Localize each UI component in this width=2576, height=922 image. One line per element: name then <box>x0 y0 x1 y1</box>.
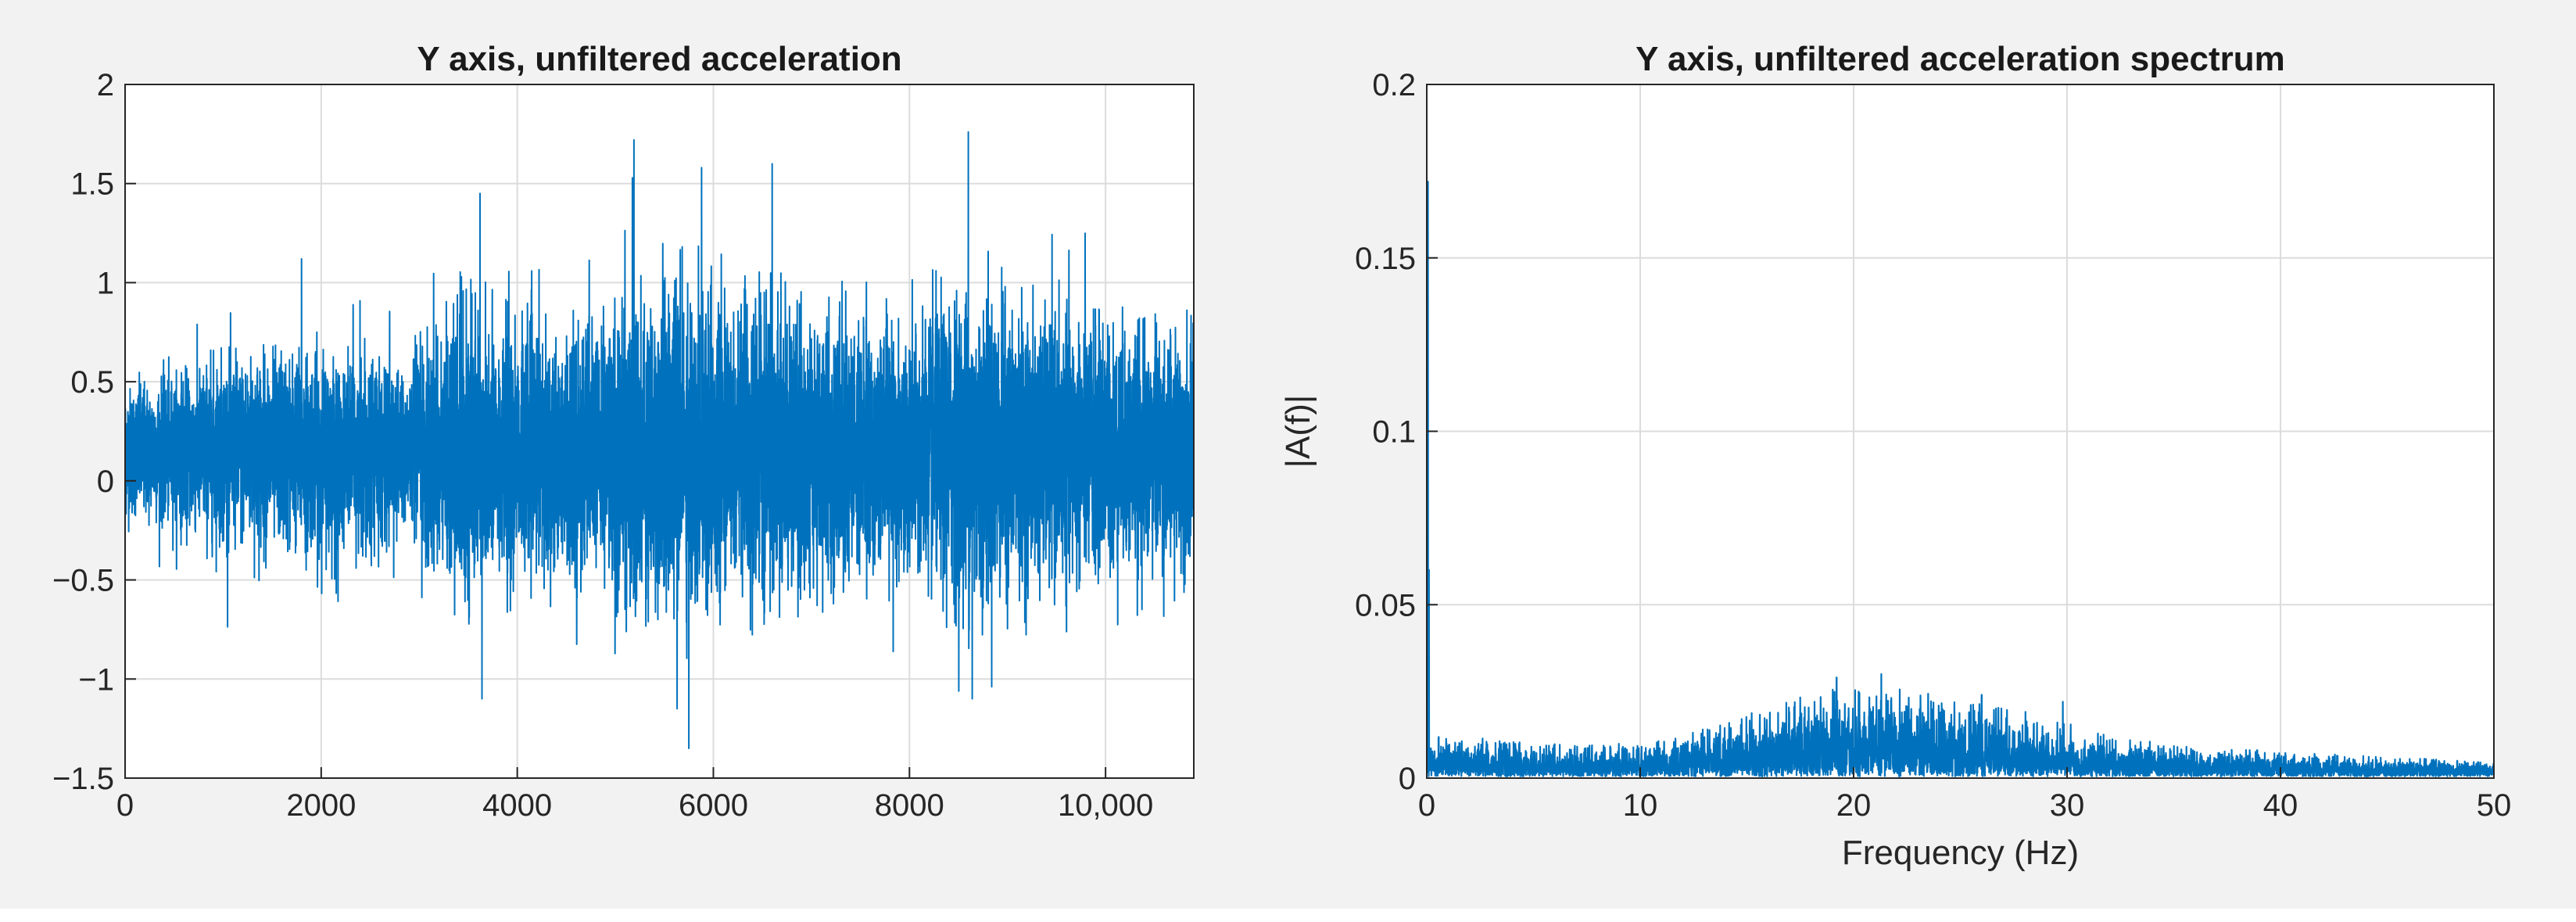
y-tick-label: 0.15 <box>1355 242 1416 276</box>
x-tick-label: 10 <box>1623 788 1658 823</box>
y-tick-label: 1.5 <box>70 167 114 202</box>
y-tick-label: 0 <box>1399 762 1416 796</box>
chart-title: Y axis, unfiltered acceleration spectrum <box>1636 40 2285 78</box>
time-domain-panel: 0 2000 4000 6000 8000 10,000 −1.5 −1 −0.5 0 0.5 1 1.… <box>52 40 1195 823</box>
series-line <box>1427 181 2494 777</box>
x-tick-label: 30 <box>2050 788 2085 823</box>
y-tick-label: −0.5 <box>52 564 114 598</box>
x-tick-label: 40 <box>2263 788 2298 823</box>
x-tick-label: 50 <box>2477 788 2512 823</box>
x-tick-label: 0 <box>1418 788 1435 823</box>
x-tick-label: 10,000 <box>1058 788 1153 823</box>
spectrum-panel: 0 10 20 30 40 50 0 0.05 0.1 0.15 0.2 Y axis, unfil… <box>1279 40 2511 872</box>
y-tick-label: −1.5 <box>52 762 114 796</box>
x-tick-label: 6000 <box>679 788 748 823</box>
y-tick-label: 0.5 <box>70 365 114 400</box>
y-axis-label: |A(f)| <box>1279 395 1317 468</box>
axes-frame <box>1426 84 2495 779</box>
tick-labels: 0 2000 4000 6000 8000 10,000 −1.5 −1 −0.5 0 0.5 1 1.… <box>52 68 1153 823</box>
y-tick-label: 0 <box>97 465 114 499</box>
x-tick-label: 2000 <box>286 788 356 823</box>
y-tick-label: 2 <box>97 68 114 102</box>
y-tick-label: 1 <box>97 266 114 300</box>
y-tick-label: 0.1 <box>1372 415 1416 450</box>
y-tick-label: −1 <box>78 662 114 697</box>
plot-area <box>1427 181 2494 777</box>
series-line <box>125 131 1194 749</box>
x-tick-label: 8000 <box>875 788 944 823</box>
x-tick-label: 20 <box>1836 788 1872 823</box>
tick-labels: 0 10 20 30 40 50 0 0.05 0.1 0.15 0.2 <box>1355 68 2511 823</box>
plot-area <box>125 131 1194 749</box>
y-tick-label: 0.2 <box>1372 68 1416 102</box>
y-tick-label: 0.05 <box>1355 588 1416 622</box>
chart-title: Y axis, unfiltered acceleration <box>417 40 901 78</box>
x-tick-label: 0 <box>116 788 134 823</box>
axes-frame <box>124 84 1195 779</box>
x-axis-label: Frequency (Hz) <box>1842 834 2079 872</box>
x-tick-label: 4000 <box>482 788 552 823</box>
